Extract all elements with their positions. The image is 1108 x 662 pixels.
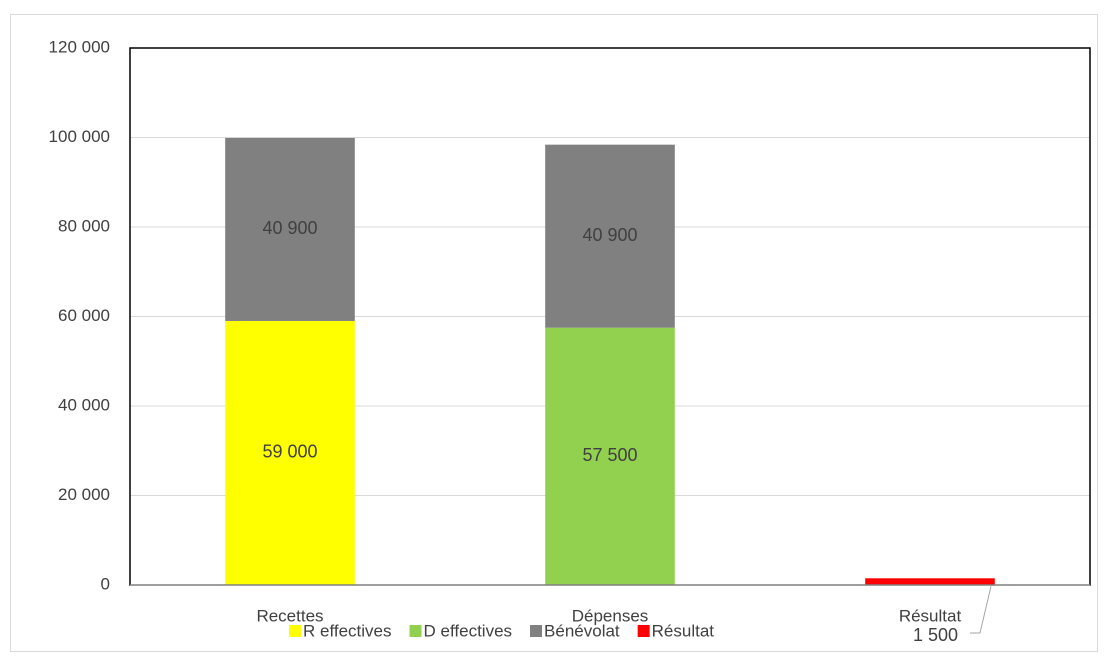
y-tick-label: 40 000 [58,395,110,414]
bar-segment [225,320,355,585]
y-tick-label: 120 000 [49,37,110,56]
leader-line [970,586,992,634]
legend-label: Bénévolat [544,621,620,640]
x-tick-label: Dépenses [572,606,649,625]
legend-swatch [409,625,422,637]
data-label: 1 500 [913,625,958,645]
y-tick-label: 60 000 [58,306,110,325]
bar-segment [545,144,675,328]
legend-swatch [530,625,543,637]
legend-label: D effectives [424,621,513,640]
bar-segment [225,137,355,321]
y-tick-label: 100 000 [49,127,110,146]
legend-label: R effectives [303,621,392,640]
bar-segment [865,578,995,585]
legend-swatch [637,625,650,637]
legend-swatch [289,625,301,637]
y-tick-label: 0 [101,574,110,593]
y-tick-label: 20 000 [58,485,110,504]
data-label: 57 500 [582,445,637,465]
data-label: 59 000 [262,442,317,462]
y-tick-label: 80 000 [58,216,110,235]
bar-segment [545,327,675,585]
data-label: 40 900 [582,225,637,245]
data-label: 40 900 [262,218,317,238]
x-tick-label: Recettes [256,606,323,625]
legend-label: Résultat [652,621,715,640]
x-tick-label: Résultat [899,606,962,625]
